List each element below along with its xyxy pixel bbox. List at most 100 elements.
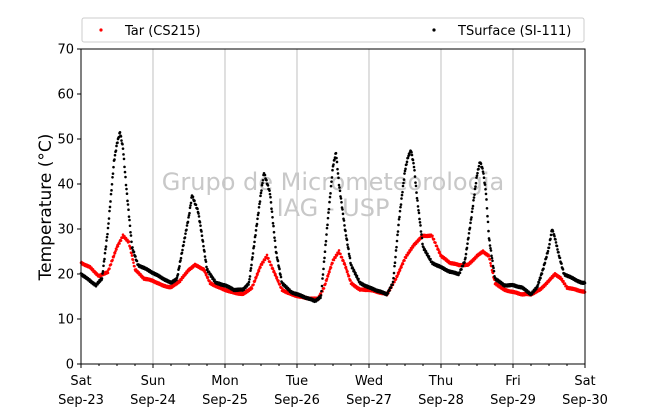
data-point (548, 242, 551, 246)
data-point (345, 268, 348, 271)
data-point (272, 224, 275, 228)
data-point (536, 283, 540, 286)
data-point (265, 178, 268, 182)
data-point (188, 211, 191, 215)
data-point (258, 202, 261, 206)
data-point (127, 215, 131, 218)
data-point (458, 271, 462, 275)
watermark: Grupo de Micrometeorologia IAG - USP (162, 168, 504, 222)
data-point (418, 221, 422, 224)
legend-marker-tsurface (432, 28, 436, 32)
data-point (484, 192, 488, 196)
data-point (334, 256, 337, 259)
data-point (389, 286, 393, 290)
data-point (489, 261, 492, 265)
data-point (489, 249, 493, 252)
data-point (427, 255, 431, 258)
data-point (253, 279, 257, 282)
data-point (400, 265, 403, 269)
data-point (343, 224, 346, 227)
data-point (543, 261, 547, 265)
data-point (200, 234, 204, 238)
x-tick-label-day: Sat (70, 374, 91, 389)
data-point (417, 211, 421, 215)
y-tick-label: 10 (57, 313, 74, 328)
data-point (119, 135, 123, 138)
data-point (101, 270, 105, 273)
data-point (119, 239, 123, 242)
data-point (185, 228, 188, 232)
data-point (487, 229, 490, 233)
data-point (344, 234, 348, 237)
data-point (205, 272, 208, 276)
data-point (419, 230, 423, 233)
data-point (319, 294, 323, 297)
data-point (398, 269, 402, 272)
data-point (339, 197, 343, 200)
data-point (122, 157, 126, 161)
data-point (275, 251, 278, 255)
data-point (189, 204, 192, 207)
data-point (126, 203, 130, 206)
data-point (129, 234, 133, 237)
data-point (207, 270, 211, 273)
data-point (131, 258, 135, 261)
data-point (251, 256, 254, 259)
data-point (557, 250, 560, 254)
data-point (402, 178, 406, 181)
data-point (103, 257, 106, 261)
data-point (555, 244, 559, 248)
data-point (338, 186, 341, 189)
data-point (416, 205, 420, 208)
data-point (101, 272, 104, 275)
data-point (386, 292, 390, 295)
data-point (554, 241, 558, 244)
x-tick-label-date: Sep-30 (562, 393, 608, 408)
data-point (338, 189, 342, 193)
data-point (420, 236, 424, 240)
y-axis: 0 10 20 30 40 50 60 70 (57, 43, 81, 373)
data-point (324, 239, 328, 243)
data-point (110, 183, 114, 186)
data-point (257, 206, 261, 209)
data-point (398, 215, 401, 219)
data-point (332, 163, 335, 166)
data-point (114, 250, 117, 253)
data-point (115, 144, 118, 148)
data-point (255, 222, 259, 226)
data-point (274, 272, 277, 276)
data-point (183, 236, 187, 239)
data-point (554, 238, 557, 241)
x-tick-label-date: Sep-28 (418, 393, 464, 408)
data-point (343, 263, 347, 266)
data-point (547, 246, 551, 250)
data-point (277, 279, 280, 283)
data-point (126, 238, 129, 242)
data-point (357, 277, 360, 281)
data-point (204, 260, 208, 263)
data-point (396, 230, 400, 233)
data-point (110, 189, 113, 192)
data-point (336, 167, 339, 171)
data-point (259, 194, 262, 198)
data-point (475, 174, 479, 177)
data-point (125, 187, 128, 191)
data-point (322, 260, 326, 263)
y-tick-label: 30 (57, 223, 74, 238)
data-point (250, 263, 253, 267)
data-point (405, 160, 409, 164)
data-point (270, 207, 273, 211)
data-point (106, 232, 109, 236)
x-tick-label-date: Sep-27 (346, 393, 392, 408)
data-point (403, 259, 406, 262)
data-point (121, 142, 124, 146)
data-point (536, 285, 539, 289)
data-point (111, 258, 114, 262)
legend-label-tsurface: TSurface (SI-111) (457, 24, 571, 39)
data-point (271, 267, 275, 271)
data-point (398, 209, 402, 213)
data-point (346, 270, 349, 273)
data-point (477, 164, 481, 168)
data-point (476, 171, 479, 175)
data-point (185, 224, 189, 227)
